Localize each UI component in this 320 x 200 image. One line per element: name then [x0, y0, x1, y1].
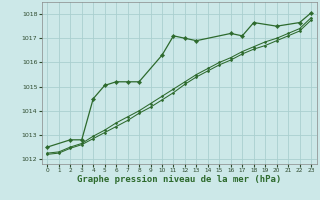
- X-axis label: Graphe pression niveau de la mer (hPa): Graphe pression niveau de la mer (hPa): [77, 175, 281, 184]
